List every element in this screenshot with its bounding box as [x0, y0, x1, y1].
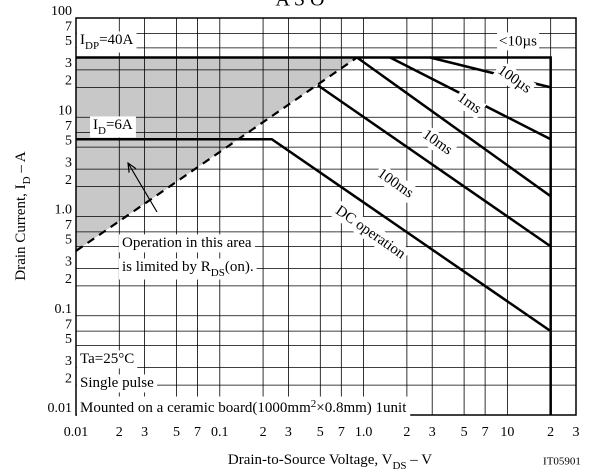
y-tick-label: 3 — [65, 155, 72, 170]
x-tick-label: 5 — [317, 425, 324, 440]
x-tick-label: 7 — [482, 425, 489, 440]
x-tick-label: 3 — [573, 425, 580, 440]
x-tick-label: 2 — [547, 425, 554, 440]
y-tick-label: 3 — [65, 354, 72, 369]
text-segment: Ta=25°C — [80, 351, 134, 367]
y-tick-label: 0.1 — [55, 302, 73, 317]
label-background — [417, 124, 458, 161]
grid — [75, 17, 577, 416]
y-tick-label: 5 — [65, 332, 72, 347]
annotation: Mounted on a ceramic board(1000mm2×0.8mm… — [80, 398, 407, 417]
text-segment: 2 — [311, 398, 317, 410]
x-tick-label: 10 — [500, 425, 514, 440]
text-segment: =40A — [99, 32, 133, 48]
label-background — [77, 374, 158, 393]
text-segment: D — [98, 125, 106, 137]
x-tick-label: 1.0 — [355, 425, 373, 440]
y-tick-label: 5 — [65, 34, 72, 49]
annotation: is limited by RDS(on). — [122, 259, 254, 278]
text-segment: is limited by R — [122, 259, 211, 275]
series-label: <10µs — [499, 33, 537, 49]
x-tick-label: 0.1 — [211, 425, 229, 440]
y-tick-label: 0.01 — [48, 401, 73, 416]
x-tick-label: 5 — [173, 425, 180, 440]
label-background — [77, 31, 137, 53]
x-tick-label: 2 — [260, 425, 267, 440]
text-segment: Single pulse — [80, 375, 154, 391]
text-segment: Drain-to-Source Voltage, V — [228, 452, 393, 468]
y-tick-label: 2 — [65, 74, 72, 89]
x-tick-label: 5 — [461, 425, 468, 440]
series-label: DC operation — [332, 203, 408, 263]
y-tick-label: 100 — [51, 4, 72, 19]
text-segment: DS — [392, 460, 406, 472]
label-background — [452, 87, 487, 120]
text-segment: =6A — [106, 117, 133, 133]
text-segment: Mounted on a ceramic board(1000mm — [80, 400, 311, 416]
y-tick-label: 3 — [65, 56, 72, 71]
annotation: IDP=40A — [80, 32, 134, 51]
x-axis-title: Drain-to-Source Voltage, VDS – V — [228, 452, 432, 471]
annotation-arrow — [128, 163, 158, 213]
text-segment: DS — [211, 267, 225, 279]
series-line — [356, 56, 552, 198]
y-tick-label: 5 — [65, 133, 72, 148]
text-segment: – V — [407, 452, 433, 468]
y-tick-label: 7 — [65, 20, 72, 35]
series-label: 100µs — [495, 62, 535, 96]
annotation: Operation in this area — [122, 235, 252, 251]
y-tick-label: 10 — [58, 103, 72, 118]
text-segment: – A — [13, 151, 29, 176]
y-tick-label: 3 — [65, 255, 72, 270]
x-tick-label: 2 — [116, 425, 123, 440]
annotation: Single pulse — [80, 375, 154, 391]
x-tick-label: 2 — [403, 425, 410, 440]
text-segment: DP — [85, 40, 99, 52]
rds-on-line — [75, 56, 358, 252]
y-tick-label: 5 — [65, 233, 72, 248]
chart-title: A S O — [276, 0, 325, 11]
label-background — [119, 258, 257, 280]
text-segment: ×0.8mm) 1unit — [316, 400, 407, 416]
text-segment: D — [21, 176, 33, 184]
text-segment: I — [80, 32, 85, 48]
y-tick-label: 7 — [65, 317, 72, 332]
figure-code: IT05901 — [543, 456, 581, 468]
series-line — [317, 84, 552, 248]
y-tick-label: 2 — [65, 272, 72, 287]
y-tick-label: 7 — [65, 119, 72, 134]
x-tick-label: 7 — [194, 425, 201, 440]
label-background — [330, 200, 411, 265]
series-line — [76, 56, 552, 415]
label-background — [492, 60, 537, 99]
text-segment: Drain Current, I — [13, 184, 29, 280]
x-tick-label: 3 — [285, 425, 292, 440]
y-tick-label: 2 — [65, 371, 72, 386]
y-tick-label: 7 — [65, 218, 72, 233]
label-background — [119, 234, 255, 253]
y-axis-title: Drain Current, ID – A — [13, 151, 32, 280]
y-tick-label: 2 — [65, 173, 72, 188]
text-segment: Operation in this area — [122, 235, 252, 251]
label-background — [77, 396, 411, 418]
label-background — [77, 350, 138, 369]
series-line — [76, 138, 552, 333]
label-background — [497, 32, 540, 51]
x-tick-label: 7 — [338, 425, 345, 440]
label-background — [372, 163, 419, 204]
text-segment: I — [93, 117, 98, 133]
x-tick-label: 3 — [141, 425, 148, 440]
text-segment: (on). — [225, 259, 254, 275]
annotation: ID=6A — [93, 117, 133, 136]
x-tick-label: 3 — [429, 425, 436, 440]
y-tick-label: 1.0 — [55, 203, 73, 218]
annotation: Ta=25°C — [80, 351, 134, 367]
x-tick-label: 0.01 — [64, 425, 89, 440]
label-background — [90, 116, 136, 138]
